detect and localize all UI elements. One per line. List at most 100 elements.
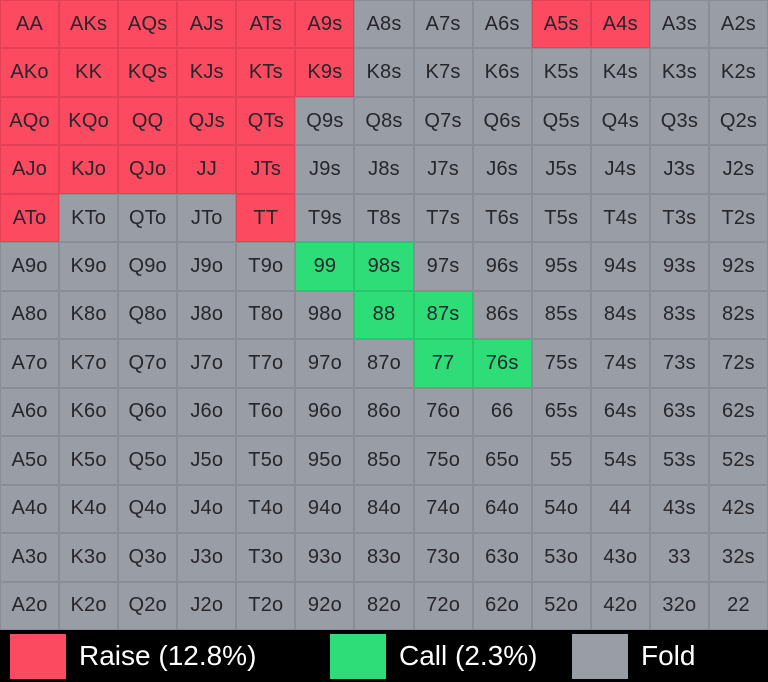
hand-cell-J4s[interactable]: J4s bbox=[590, 145, 650, 194]
hand-cell-82s[interactable]: 82s bbox=[708, 290, 768, 340]
hand-cell-K8o[interactable]: K8o bbox=[59, 290, 119, 340]
hand-cell-A4o[interactable]: A4o bbox=[0, 484, 60, 534]
hand-cell-99[interactable]: 99 bbox=[295, 242, 355, 291]
hand-cell-76s[interactable]: 76s bbox=[472, 339, 532, 388]
hand-cell-AJs[interactable]: AJs bbox=[177, 0, 237, 49]
hand-cell-93o[interactable]: 93o bbox=[295, 533, 355, 582]
hand-cell-KTs[interactable]: KTs bbox=[236, 48, 296, 97]
hand-cell-64s[interactable]: 64s bbox=[590, 387, 650, 437]
hand-cell-T7o[interactable]: T7o bbox=[236, 339, 296, 388]
hand-cell-74s[interactable]: 74s bbox=[590, 339, 650, 388]
hand-cell-J9s[interactable]: J9s bbox=[295, 145, 355, 194]
hand-cell-33[interactable]: 33 bbox=[649, 533, 709, 582]
hand-cell-K6o[interactable]: K6o bbox=[59, 387, 119, 437]
hand-cell-T7s[interactable]: T7s bbox=[413, 193, 473, 243]
hand-cell-87o[interactable]: 87o bbox=[354, 339, 414, 388]
hand-cell-94o[interactable]: 94o bbox=[295, 484, 355, 534]
hand-cell-92s[interactable]: 92s bbox=[708, 242, 768, 291]
hand-cell-J8s[interactable]: J8s bbox=[354, 145, 414, 194]
hand-cell-T8o[interactable]: T8o bbox=[236, 290, 296, 340]
hand-cell-86s[interactable]: 86s bbox=[472, 290, 532, 340]
hand-cell-K5o[interactable]: K5o bbox=[59, 436, 119, 485]
hand-cell-83o[interactable]: 83o bbox=[354, 533, 414, 582]
hand-cell-Q9s[interactable]: Q9s bbox=[295, 96, 355, 146]
hand-cell-K8s[interactable]: K8s bbox=[354, 48, 414, 97]
hand-cell-95s[interactable]: 95s bbox=[531, 242, 591, 291]
hand-cell-87s[interactable]: 87s bbox=[413, 290, 473, 340]
hand-cell-Q8o[interactable]: Q8o bbox=[118, 290, 178, 340]
hand-cell-A6o[interactable]: A6o bbox=[0, 387, 60, 437]
hand-cell-J4o[interactable]: J4o bbox=[177, 484, 237, 534]
hand-cell-T2o[interactable]: T2o bbox=[236, 581, 296, 630]
hand-cell-92o[interactable]: 92o bbox=[295, 581, 355, 630]
hand-cell-Q7s[interactable]: Q7s bbox=[413, 96, 473, 146]
hand-cell-K4o[interactable]: K4o bbox=[59, 484, 119, 534]
hand-cell-QQ[interactable]: QQ bbox=[118, 96, 178, 146]
hand-cell-J5o[interactable]: J5o bbox=[177, 436, 237, 485]
hand-cell-KTo[interactable]: KTo bbox=[59, 193, 119, 243]
hand-cell-Q3o[interactable]: Q3o bbox=[118, 533, 178, 582]
hand-cell-96s[interactable]: 96s bbox=[472, 242, 532, 291]
hand-cell-75o[interactable]: 75o bbox=[413, 436, 473, 485]
hand-cell-98o[interactable]: 98o bbox=[295, 290, 355, 340]
hand-cell-A5o[interactable]: A5o bbox=[0, 436, 60, 485]
hand-cell-74o[interactable]: 74o bbox=[413, 484, 473, 534]
hand-cell-T2s[interactable]: T2s bbox=[708, 193, 768, 243]
hand-cell-42s[interactable]: 42s bbox=[708, 484, 768, 534]
hand-cell-J2o[interactable]: J2o bbox=[177, 581, 237, 630]
hand-cell-42o[interactable]: 42o bbox=[590, 581, 650, 630]
hand-cell-83s[interactable]: 83s bbox=[649, 290, 709, 340]
hand-cell-Q8s[interactable]: Q8s bbox=[354, 96, 414, 146]
hand-cell-53s[interactable]: 53s bbox=[649, 436, 709, 485]
hand-cell-AA[interactable]: AA bbox=[0, 0, 60, 49]
hand-cell-Q4s[interactable]: Q4s bbox=[590, 96, 650, 146]
hand-cell-66[interactable]: 66 bbox=[472, 387, 532, 437]
hand-cell-K2o[interactable]: K2o bbox=[59, 581, 119, 630]
hand-cell-94s[interactable]: 94s bbox=[590, 242, 650, 291]
hand-cell-76o[interactable]: 76o bbox=[413, 387, 473, 437]
hand-cell-73s[interactable]: 73s bbox=[649, 339, 709, 388]
hand-cell-K3o[interactable]: K3o bbox=[59, 533, 119, 582]
hand-cell-AQo[interactable]: AQo bbox=[0, 96, 60, 146]
hand-cell-43o[interactable]: 43o bbox=[590, 533, 650, 582]
hand-cell-84s[interactable]: 84s bbox=[590, 290, 650, 340]
hand-cell-63o[interactable]: 63o bbox=[472, 533, 532, 582]
hand-cell-T6o[interactable]: T6o bbox=[236, 387, 296, 437]
hand-cell-A9s[interactable]: A9s bbox=[295, 0, 355, 49]
hand-cell-K2s[interactable]: K2s bbox=[708, 48, 768, 97]
hand-cell-Q5s[interactable]: Q5s bbox=[531, 96, 591, 146]
hand-cell-J3s[interactable]: J3s bbox=[649, 145, 709, 194]
hand-cell-JJ[interactable]: JJ bbox=[177, 145, 237, 194]
hand-cell-A5s[interactable]: A5s bbox=[531, 0, 591, 49]
hand-cell-73o[interactable]: 73o bbox=[413, 533, 473, 582]
hand-cell-32s[interactable]: 32s bbox=[708, 533, 768, 582]
hand-cell-Q3s[interactable]: Q3s bbox=[649, 96, 709, 146]
hand-cell-53o[interactable]: 53o bbox=[531, 533, 591, 582]
hand-cell-KK[interactable]: KK bbox=[59, 48, 119, 97]
hand-cell-A8s[interactable]: A8s bbox=[354, 0, 414, 49]
hand-cell-93s[interactable]: 93s bbox=[649, 242, 709, 291]
hand-cell-A6s[interactable]: A6s bbox=[472, 0, 532, 49]
hand-cell-64o[interactable]: 64o bbox=[472, 484, 532, 534]
hand-cell-J8o[interactable]: J8o bbox=[177, 290, 237, 340]
hand-cell-T4s[interactable]: T4s bbox=[590, 193, 650, 243]
hand-cell-ATs[interactable]: ATs bbox=[236, 0, 296, 49]
hand-cell-K6s[interactable]: K6s bbox=[472, 48, 532, 97]
hand-cell-T5o[interactable]: T5o bbox=[236, 436, 296, 485]
hand-cell-K7o[interactable]: K7o bbox=[59, 339, 119, 388]
hand-cell-T6s[interactable]: T6s bbox=[472, 193, 532, 243]
hand-cell-72s[interactable]: 72s bbox=[708, 339, 768, 388]
hand-cell-A7s[interactable]: A7s bbox=[413, 0, 473, 49]
hand-cell-K9o[interactable]: K9o bbox=[59, 242, 119, 291]
hand-cell-A2s[interactable]: A2s bbox=[708, 0, 768, 49]
hand-cell-22[interactable]: 22 bbox=[708, 581, 768, 630]
hand-cell-85s[interactable]: 85s bbox=[531, 290, 591, 340]
hand-cell-44[interactable]: 44 bbox=[590, 484, 650, 534]
hand-cell-A8o[interactable]: A8o bbox=[0, 290, 60, 340]
hand-cell-72o[interactable]: 72o bbox=[413, 581, 473, 630]
hand-cell-65s[interactable]: 65s bbox=[531, 387, 591, 437]
hand-cell-A2o[interactable]: A2o bbox=[0, 581, 60, 630]
hand-cell-Q7o[interactable]: Q7o bbox=[118, 339, 178, 388]
hand-cell-J6s[interactable]: J6s bbox=[472, 145, 532, 194]
hand-cell-J2s[interactable]: J2s bbox=[708, 145, 768, 194]
